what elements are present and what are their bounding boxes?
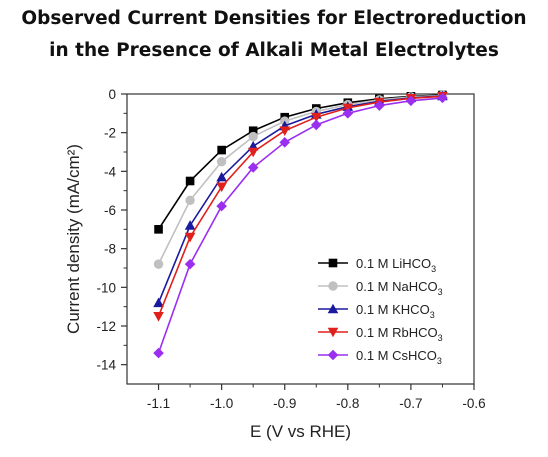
- y-tick-label: -4: [104, 164, 116, 179]
- chart-title-line-2: in the Presence of Alkali Metal Electrol…: [49, 40, 499, 61]
- data-point: [184, 258, 196, 270]
- series-line: [157, 97, 443, 354]
- data-point: [217, 145, 226, 155]
- data-point: [405, 95, 417, 107]
- legend-item-2: 0.1 M KHCO3: [318, 302, 435, 320]
- legend-label: 0.1 M KHCO3: [356, 302, 435, 320]
- axes: -1.1 -1.0 -0.9 -0.8 -0.7 -0.6 0 -2 -4 -6 -8 -10 -12 -…: [64, 87, 486, 441]
- x-tick-label: -0.7: [399, 396, 422, 411]
- y-axis-label: Current density (mA/cm²): [64, 144, 83, 334]
- data-point: [437, 92, 448, 104]
- data-point: [248, 126, 258, 136]
- legend-item-1: 0.1 M NaHCO3: [318, 279, 443, 297]
- data-point: [216, 200, 227, 212]
- legend-marker: [328, 258, 338, 268]
- data-point: [153, 347, 164, 359]
- series-4: [153, 92, 448, 359]
- plot-frame: [126, 93, 475, 385]
- series-3: [153, 92, 448, 322]
- data-point: [216, 182, 227, 193]
- chart-title-line-1: Observed Current Densities for Electrore…: [21, 8, 527, 29]
- data-point: [216, 156, 227, 167]
- legend-label: 0.1 M CsHCO3: [356, 348, 442, 366]
- legend: 0.1 M LiHCO3 0.1 M NaHCO3 0.1 M KHCO3 0.1 M…: [318, 256, 443, 366]
- series-line: [157, 95, 443, 317]
- y-tick-label: -12: [96, 319, 116, 334]
- data-point: [248, 131, 258, 142]
- data-point: [310, 112, 322, 123]
- series-line: [157, 95, 443, 304]
- x-tick-label: -1.1: [147, 396, 170, 411]
- legend-item-4: 0.1 M CsHCO3: [318, 348, 442, 366]
- data-point: [247, 162, 259, 173]
- data-point: [279, 137, 291, 148]
- data-point: [374, 100, 385, 111]
- data-point: [247, 147, 259, 158]
- legend-item-3: 0.1 M RbHCO3: [318, 325, 443, 343]
- data-point: [342, 108, 354, 119]
- y-tick-label: -6: [104, 203, 116, 218]
- legend-label: 0.1 M NaHCO3: [356, 279, 443, 297]
- x-tick-label: -0.8: [336, 396, 359, 411]
- legend-label: 0.1 M RbHCO3: [356, 325, 443, 343]
- data-point: [310, 119, 322, 131]
- data-point: [185, 195, 195, 206]
- series-line: [157, 94, 443, 265]
- series-layer: [153, 90, 448, 359]
- legend-item-0: 0.1 M LiHCO3: [318, 256, 436, 274]
- data-point: [184, 232, 196, 243]
- y-tick-label: -10: [96, 280, 116, 295]
- y-tick-label: 0: [108, 87, 116, 102]
- y-tick-label: -14: [96, 358, 116, 373]
- x-tick-label: -1.0: [210, 396, 233, 411]
- data-point: [185, 176, 195, 186]
- legend-marker: [327, 349, 339, 361]
- legend-marker: [327, 327, 339, 338]
- data-point: [184, 220, 196, 230]
- series-1: [153, 90, 448, 269]
- data-point: [153, 297, 164, 308]
- x-axis-label: E (V vs RHE): [250, 422, 351, 441]
- y-tick-label: -2: [104, 126, 116, 141]
- data-point: [154, 225, 163, 234]
- x-tick-label: -0.9: [273, 396, 296, 411]
- legend-marker: [328, 281, 338, 291]
- data-point: [153, 312, 164, 322]
- data-point: [216, 171, 227, 182]
- y-tick-label: -8: [104, 242, 116, 257]
- legend-marker: [327, 303, 339, 314]
- legend-label: 0.1 M LiHCO3: [356, 256, 436, 274]
- data-point: [153, 259, 164, 269]
- x-tick-label: -0.6: [462, 396, 485, 411]
- data-point: [279, 126, 291, 137]
